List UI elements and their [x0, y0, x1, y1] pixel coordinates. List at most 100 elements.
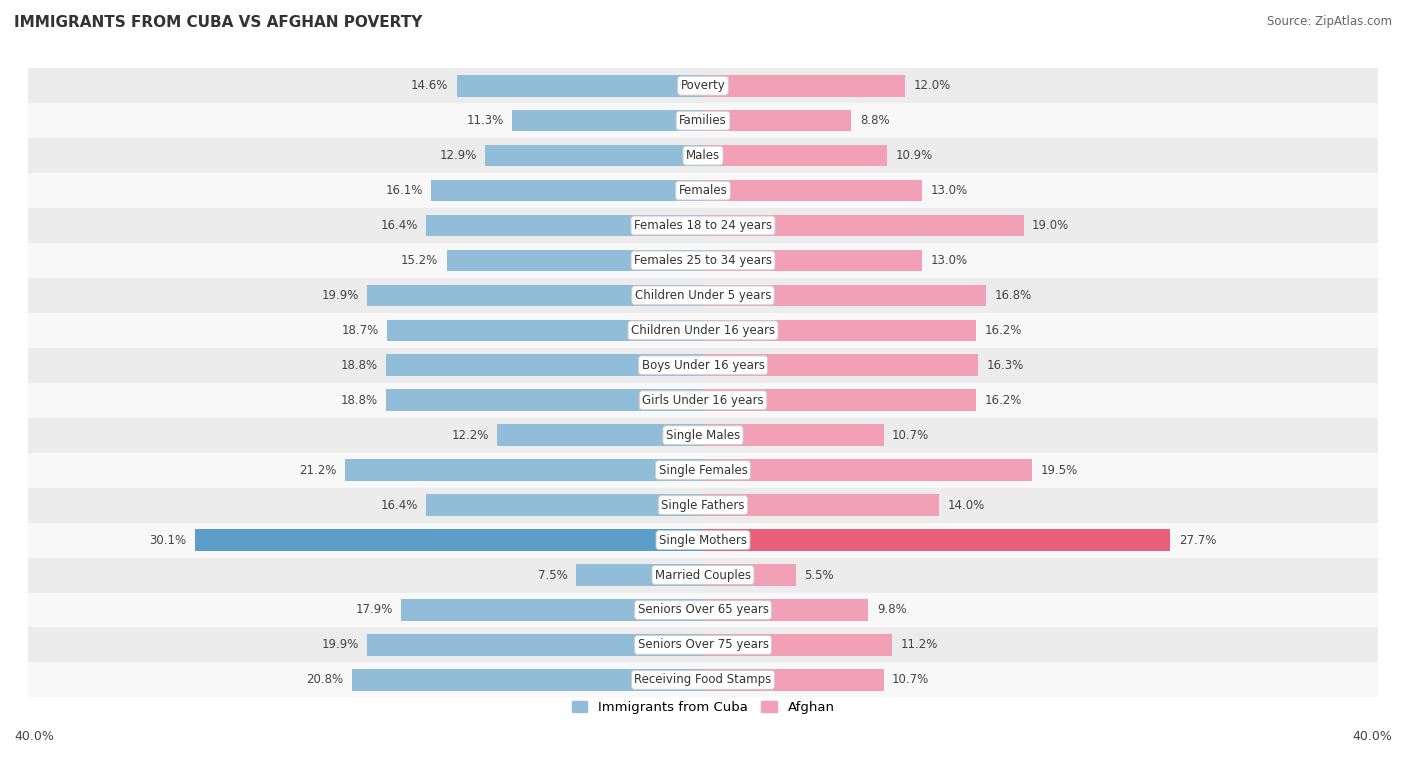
Bar [703, 494, 939, 516]
Bar [385, 355, 703, 376]
Bar [346, 459, 703, 481]
Text: 11.2%: 11.2% [900, 638, 938, 651]
Text: 27.7%: 27.7% [1178, 534, 1216, 547]
Bar [485, 145, 703, 167]
Bar [28, 208, 1378, 243]
Bar [28, 313, 1378, 348]
Legend: Immigrants from Cuba, Afghan: Immigrants from Cuba, Afghan [567, 696, 839, 719]
Text: 30.1%: 30.1% [149, 534, 187, 547]
Bar [703, 75, 905, 96]
Text: IMMIGRANTS FROM CUBA VS AFGHAN POVERTY: IMMIGRANTS FROM CUBA VS AFGHAN POVERTY [14, 15, 422, 30]
Text: 16.2%: 16.2% [984, 324, 1022, 337]
Text: 16.2%: 16.2% [984, 393, 1022, 407]
Text: 7.5%: 7.5% [538, 568, 568, 581]
Bar [426, 494, 703, 516]
Bar [28, 383, 1378, 418]
Bar [447, 249, 703, 271]
Text: 12.9%: 12.9% [440, 149, 477, 162]
Text: 20.8%: 20.8% [307, 673, 343, 687]
Text: 16.8%: 16.8% [995, 289, 1032, 302]
Text: Single Mothers: Single Mothers [659, 534, 747, 547]
Bar [426, 215, 703, 236]
Text: 15.2%: 15.2% [401, 254, 439, 267]
Bar [432, 180, 703, 202]
Bar [703, 215, 1024, 236]
Text: 40.0%: 40.0% [1353, 730, 1392, 743]
Text: Receiving Food Stamps: Receiving Food Stamps [634, 673, 772, 687]
Text: 14.6%: 14.6% [411, 79, 449, 92]
Bar [703, 284, 987, 306]
Bar [703, 669, 883, 691]
Text: 18.7%: 18.7% [342, 324, 380, 337]
Text: Married Couples: Married Couples [655, 568, 751, 581]
Text: Children Under 5 years: Children Under 5 years [634, 289, 772, 302]
Bar [388, 320, 703, 341]
Text: 21.2%: 21.2% [299, 464, 337, 477]
Text: Females 18 to 24 years: Females 18 to 24 years [634, 219, 772, 232]
Text: Poverty: Poverty [681, 79, 725, 92]
Bar [703, 424, 883, 446]
Bar [28, 487, 1378, 522]
Bar [28, 138, 1378, 173]
Text: 16.3%: 16.3% [987, 359, 1024, 372]
Text: 19.9%: 19.9% [322, 638, 359, 651]
Bar [703, 249, 922, 271]
Bar [401, 599, 703, 621]
Text: 13.0%: 13.0% [931, 184, 967, 197]
Bar [703, 180, 922, 202]
Text: 17.9%: 17.9% [356, 603, 392, 616]
Bar [28, 522, 1378, 558]
Text: 18.8%: 18.8% [340, 359, 377, 372]
Bar [703, 459, 1032, 481]
Bar [385, 390, 703, 411]
Text: 16.4%: 16.4% [381, 219, 418, 232]
Bar [28, 103, 1378, 138]
Bar [457, 75, 703, 96]
Text: 12.2%: 12.2% [451, 429, 489, 442]
Text: 10.7%: 10.7% [891, 429, 929, 442]
Bar [367, 634, 703, 656]
Text: 10.7%: 10.7% [891, 673, 929, 687]
Bar [498, 424, 703, 446]
Text: 8.8%: 8.8% [860, 114, 890, 127]
Bar [703, 110, 852, 131]
Bar [28, 453, 1378, 487]
Bar [195, 529, 703, 551]
Text: 19.0%: 19.0% [1032, 219, 1069, 232]
Bar [576, 564, 703, 586]
Bar [28, 418, 1378, 453]
Text: 16.1%: 16.1% [385, 184, 423, 197]
Text: Families: Families [679, 114, 727, 127]
Text: 14.0%: 14.0% [948, 499, 984, 512]
Bar [28, 558, 1378, 593]
Text: Seniors Over 75 years: Seniors Over 75 years [637, 638, 769, 651]
Bar [28, 278, 1378, 313]
Bar [28, 628, 1378, 662]
Text: Children Under 16 years: Children Under 16 years [631, 324, 775, 337]
Text: 10.9%: 10.9% [896, 149, 932, 162]
Text: Females: Females [679, 184, 727, 197]
Text: 11.3%: 11.3% [467, 114, 503, 127]
Bar [703, 529, 1170, 551]
Bar [28, 243, 1378, 278]
Text: 19.5%: 19.5% [1040, 464, 1077, 477]
Bar [703, 320, 976, 341]
Text: 18.8%: 18.8% [340, 393, 377, 407]
Text: 40.0%: 40.0% [14, 730, 53, 743]
Text: 5.5%: 5.5% [804, 568, 834, 581]
Bar [28, 348, 1378, 383]
Bar [28, 593, 1378, 628]
Text: 9.8%: 9.8% [877, 603, 907, 616]
Text: 12.0%: 12.0% [914, 79, 950, 92]
Bar [703, 564, 796, 586]
Text: Girls Under 16 years: Girls Under 16 years [643, 393, 763, 407]
Text: Boys Under 16 years: Boys Under 16 years [641, 359, 765, 372]
Text: Single Females: Single Females [658, 464, 748, 477]
Bar [28, 173, 1378, 208]
Bar [28, 68, 1378, 103]
Bar [28, 662, 1378, 697]
Text: Males: Males [686, 149, 720, 162]
Bar [703, 145, 887, 167]
Bar [703, 599, 869, 621]
Bar [512, 110, 703, 131]
